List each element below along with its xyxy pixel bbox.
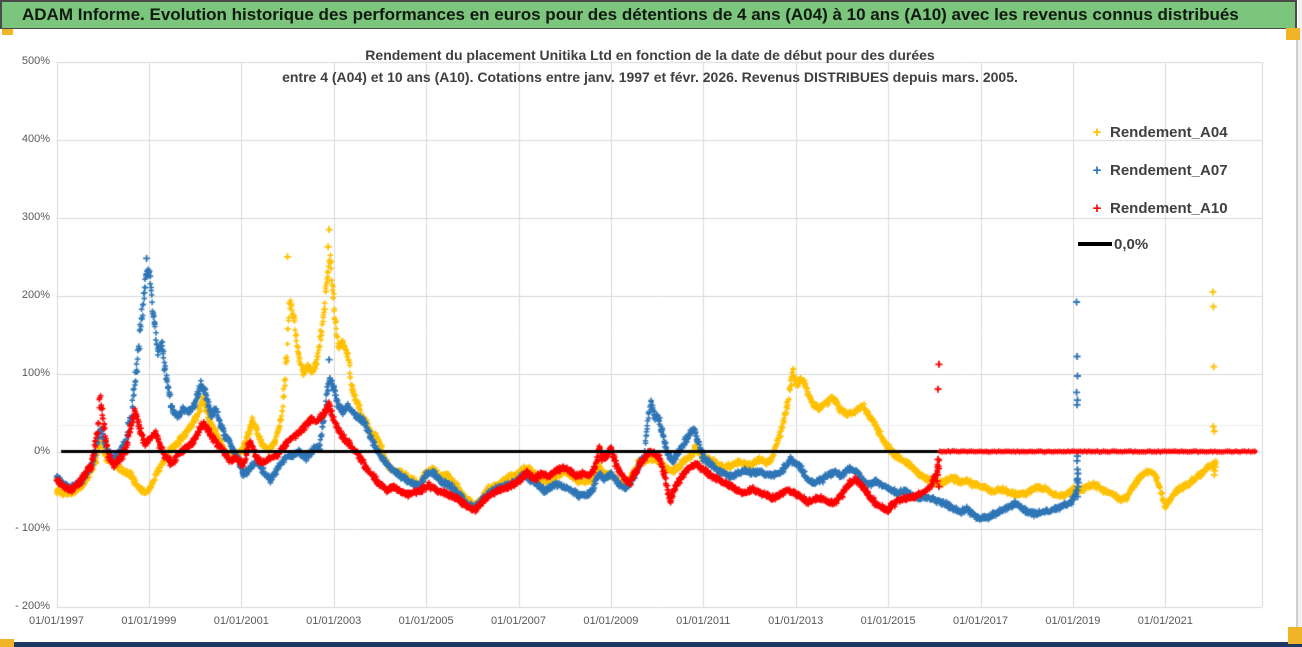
x-axis-tick-label: 01/01/2019 [1045,615,1101,627]
y-axis-tick-label: 500% [21,55,50,68]
x-axis-tick-label: 01/01/2015 [860,615,916,627]
x-axis-tick-label: 01/01/2001 [213,615,269,627]
y-axis-tick-label: 100% [21,366,50,379]
x-axis-tick-label: 01/01/2003 [306,615,362,627]
x-axis-tick-label: 01/01/2007 [490,615,547,627]
legend-item-a10[interactable]: + Rendement_A10 [1084,197,1228,219]
x-axis-tick-label: 01/01/2017 [952,615,1009,627]
x-axis-tick-label: 01/01/2011 [676,615,731,627]
header-banner[interactable]: ADAM Informe. Evolution historique des p… [0,0,1297,29]
x-axis-tick-label: 01/01/2021 [1137,615,1193,627]
x-axis-tick-label: 01/01/2013 [768,615,824,627]
y-axis-tick-label: 200% [21,288,50,301]
y-axis-tick-label: 300% [21,210,50,223]
header-title: ADAM Informe. Evolution historique des p… [22,5,1239,24]
legend-label-zero: 0,0% [1114,235,1149,253]
x-axis-tick-label: 01/01/1999 [121,615,177,627]
plus-marker-icon-a04: + [1092,123,1102,141]
zero-line-swatch [1078,242,1112,246]
sheet-corner-accent-top-left [2,29,13,35]
y-axis-tick-label: - 100% [15,522,50,535]
sheet-bottom-border [12,642,1302,647]
x-axis-tick-label: 01/01/2009 [583,615,639,627]
legend-label-a04: Rendement_A04 [1110,123,1228,141]
legend-item-a07[interactable]: + Rendement_A07 [1084,159,1228,181]
sheet-right-border [1296,29,1298,629]
sheet-corner-accent-bottom-right [1288,627,1302,644]
x-axis-tick-label: 01/01/1997 [28,615,85,627]
chart-title-line2: entre 4 (A04) et 10 ans (A10). Cotations… [282,69,1018,85]
window-right-strip [1298,0,1302,647]
x-axis-tick-label: 01/01/2005 [398,615,454,627]
legend-item-a04[interactable]: + Rendement_A04 [1084,121,1228,143]
legend-label-a10: Rendement_A10 [1110,199,1228,217]
legend-item-zero-line[interactable]: 0,0% [1078,233,1148,255]
y-axis-tick-label: 0% [34,444,50,457]
y-axis-tick-label: 400% [21,133,50,146]
y-axis-tick-label: - 200% [15,600,50,613]
sheet-corner-accent-top-right [1286,28,1300,40]
sheet-corner-accent-bottom-left [0,639,14,647]
chart-title: Rendement du placement Unitika Ltd en fo… [60,44,1240,88]
legend-label-a07: Rendement_A07 [1110,161,1228,179]
plus-marker-icon-a10: + [1092,199,1102,217]
chart-title-line1: Rendement du placement Unitika Ltd en fo… [365,47,935,63]
plus-marker-icon-a07: + [1092,161,1102,179]
